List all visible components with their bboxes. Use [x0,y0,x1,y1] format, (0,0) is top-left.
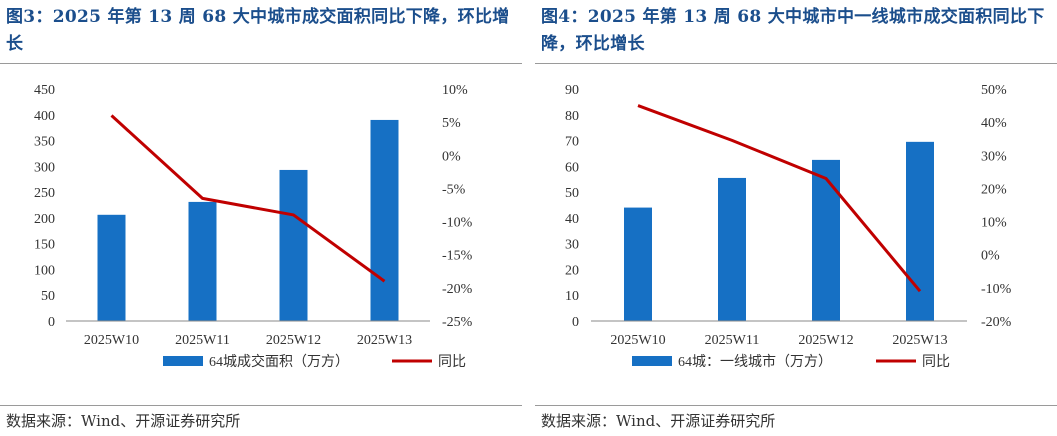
y-tick-label: 350 [34,135,55,150]
bar [624,207,652,321]
y-tick-label: 50 [565,186,579,201]
divider [0,405,522,406]
y-tick-label: 0 [572,315,579,330]
x-tick-label: 2025W11 [175,333,230,348]
y-tick-label: 60 [565,160,579,175]
y2-tick-label: 10% [981,216,1007,231]
bar [370,119,399,321]
y-tick-label: 50 [41,289,55,304]
x-tick-label: 2025W10 [84,333,139,348]
chart-panel-1: 图3：2025 年第 13 周 68 大中城市成交面积同比下降，环比增长 0 50… [0,0,522,436]
y-tick-label: 20 [565,263,579,278]
y-tick-label: 300 [34,160,55,175]
legend-label: 同比 [922,354,950,370]
y-tick-label: 40 [565,212,579,227]
y-tick-label: 10 [565,289,579,304]
chart-title: 图4：2025 年第 13 周 68 大中城市中一线城市成交面积同比下降，环比增… [541,7,1045,54]
x-tick-label: 2025W13 [357,333,412,348]
y2-tick-label: -20% [442,282,473,297]
y-tick-label: 400 [34,109,55,124]
y-tick-label: 70 [565,135,579,150]
legend-label: 同比 [438,354,466,370]
y2-tick-label: 40% [981,116,1007,131]
y-tick-label: 30 [565,238,579,253]
x-tick-label: 2025W13 [892,333,947,348]
line-series [637,104,922,293]
bar [279,169,308,321]
y2-tick-label: -15% [442,249,473,264]
y-tick-label: 250 [34,186,55,201]
chart-2: 0 10 20 30 40 50 60 70 80 90 -20% -10% 0% 10% 20% 30% 40… [565,83,1012,370]
y-tick-label: 0 [48,315,55,330]
y-tick-label: 100 [34,263,55,278]
y-tick-label: 150 [34,238,55,253]
y-tick-label: 80 [565,109,579,124]
y2-tick-label: 10% [442,83,468,98]
bar [812,159,840,321]
bar [188,201,217,321]
y2-tick-label: -10% [981,282,1012,297]
x-tick-label: 2025W12 [266,333,321,348]
y2-tick-label: -5% [442,182,466,197]
source-note: 数据来源：Wind、开源证券研究所 [6,412,241,430]
line-series [110,114,386,283]
source-note: 数据来源：Wind、开源证券研究所 [541,412,776,430]
legend-label: 64城：一线城市（万方） [678,353,832,370]
y-tick-label: 90 [565,83,579,98]
legend-swatch-bar [632,356,672,366]
divider [0,63,522,64]
y2-tick-label: 5% [442,116,461,131]
bar [97,214,126,321]
y2-tick-label: -25% [442,315,473,330]
legend-swatch-bar [163,356,203,366]
divider [535,405,1057,406]
y2-tick-label: 0% [442,149,461,164]
x-tick-label: 2025W12 [798,333,853,348]
y2-tick-label: -10% [442,216,473,231]
y-tick-label: 450 [34,83,55,98]
y2-tick-label: 30% [981,149,1007,164]
bar [906,141,934,321]
legend-label: 64城成交面积（万方） [209,353,349,370]
y2-tick-label: 20% [981,182,1007,197]
y2-tick-label: 0% [981,249,1000,264]
chart-panel-2: 图4：2025 年第 13 周 68 大中城市中一线城市成交面积同比下降，环比增… [535,0,1057,436]
y2-tick-label: -20% [981,315,1012,330]
divider [535,63,1057,64]
chart-1: 0 50 100 150 200 250 300 350 400 450 -25% -20% -15% -… [34,83,473,370]
y-tick-label: 200 [34,212,55,227]
chart-title: 图3：2025 年第 13 周 68 大中城市成交面积同比下降，环比增长 [6,7,510,54]
x-tick-label: 2025W11 [705,333,760,348]
x-tick-label: 2025W10 [610,333,665,348]
bar [718,177,746,321]
y2-tick-label: 50% [981,83,1007,98]
